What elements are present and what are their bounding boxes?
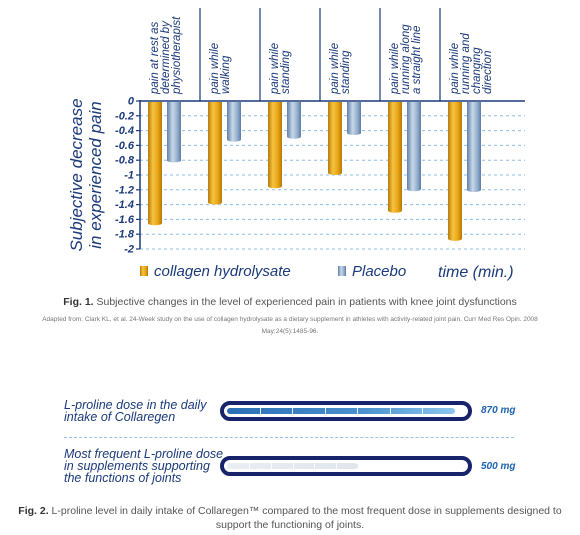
bar-collagen [388,102,402,211]
bar-collagen [208,102,222,203]
fig2-row1-label-line: intake of Collaregen [64,410,176,424]
fig1-caption-label: Fig. 1. [63,296,94,308]
bar-placebo [347,102,361,133]
fig2-caption: Fig. 2. L-proline level in daily intake … [0,504,580,532]
fig2-row2-label-line: in supplements supporting [64,459,210,473]
fig2-row1-value: 870 mg [481,405,516,416]
bar-placebo [227,102,241,140]
bar-cap [328,170,342,175]
category-label: determined by [160,20,172,94]
category-label: pain while [329,43,341,95]
category-label: pain while [449,43,461,95]
legend-swatch-collagen [140,266,148,276]
bar-cap [448,236,462,241]
pain-chart: 0 -0.2 -0.4 -0.6 -0.8 -1 -1.2 -1.4 -1.6 -1.8 -2 pa… [67,8,525,281]
y-tick-label: -1.8 [115,229,135,241]
category-label: running and [460,33,472,94]
fig2-row2-label: Most frequent L-proline dose in suppleme… [64,447,224,485]
bar-collagen [448,102,462,239]
fig2-row1-fill [227,407,455,415]
fill-segment-divider [292,407,293,415]
fill-segment-divider [336,462,337,470]
fill-segment-divider [314,462,315,470]
fill-segment-divider [293,462,294,470]
y-tick-label: -1.2 [115,184,134,196]
bar-cap [167,158,181,163]
bar-collagen [268,102,282,187]
legend-label-collagen: collagen hydrolysate [154,263,291,280]
bar-cap [388,208,402,213]
fill-segment-divider [249,462,250,470]
y-tick-label: -0.6 [115,140,135,152]
fig1-source: Adapted from: Clark KL, et al. 24-Week s… [42,316,538,335]
fig1-caption: Fig. 1. Subjective changes in the level … [0,296,580,308]
fill-segment-divider [271,462,272,470]
y-tick-label: -0.2 [115,110,134,122]
fig2-row1-label: L-proline dose in the daily intake of Co… [64,398,207,424]
bar-cap [148,220,162,226]
y-tick-label: 0 [128,96,135,108]
fig1-caption-text: Subjective changes in the level of exper… [93,296,517,308]
y-tick-label: -1.4 [115,199,134,211]
fig2-separator [64,437,514,438]
y-tick-label: -1.6 [115,214,135,226]
fig2-row2-value: 500 mg [481,461,516,472]
fill-segment-divider [357,407,358,415]
category-label: walking [220,55,232,94]
bar-cap [268,183,282,189]
bar-collagen [328,102,342,173]
fig2-caption-label: Fig. 2. [18,505,49,517]
category-label: running along [400,24,412,94]
y-tick-label: -1 [124,170,134,182]
fill-segment-divider [390,407,391,415]
fig2-row1-label-line: L-proline dose in the daily [64,398,207,412]
bar-placebo [407,102,421,190]
category-label: pain while [209,43,221,95]
y-tick-label: -0.8 [115,155,135,167]
bar-placebo [467,102,481,190]
fig2-row2-bar [220,456,472,476]
y-axis-title: Subjective decrease [67,98,86,251]
bar-cap [208,200,222,205]
category-label: a straight line [411,26,423,94]
fill-segment-divider [325,407,326,415]
fig2-row2-label-line: the functions of joints [64,471,182,485]
bar-cap [227,137,241,142]
category-label: direction [482,51,494,94]
fill-segment-divider [260,407,261,415]
bar-cap [407,186,421,192]
legend-label-placebo: Placebo [352,263,406,280]
category-label: physiotherapist [171,16,183,95]
category-label: pain while [269,43,281,95]
category-label: standing [280,50,292,94]
fig2-row2-fill [227,462,358,470]
y-axis-title: in experienced pain [86,101,105,248]
bar-cap [467,187,481,192]
fig2-caption-text: L-proline level in daily intake of Colla… [48,505,562,531]
y-tick-label: -0.4 [115,125,134,137]
bar-placebo [287,102,301,137]
fig2-row2-label-line: Most frequent L-proline dose [64,447,224,461]
category-label: changing [471,47,483,94]
y-tick-label: -2 [124,244,134,256]
fig2-row1-bar [220,401,472,421]
bar-cap [347,130,361,136]
bar-collagen [148,102,162,224]
category-label: standing [340,50,352,94]
category-label: pain at rest as [149,22,161,95]
category-label: pain while [389,43,401,95]
fill-segment-divider [422,407,423,415]
bar-placebo [167,102,181,161]
legend-swatch-placebo [338,266,346,276]
bar-cap [287,134,301,139]
x-axis-title: time (min.) [438,264,514,281]
